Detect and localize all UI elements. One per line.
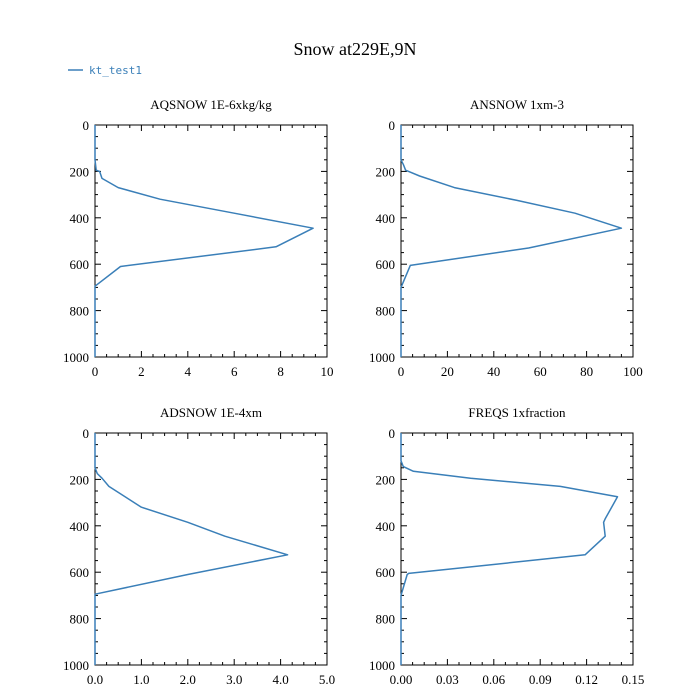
x-tick-label: 6 (231, 364, 238, 379)
x-tick-label: 5.0 (319, 672, 335, 687)
legend: kt_test1 (68, 64, 142, 77)
y-tick-label: 400 (376, 211, 396, 226)
x-tick-label: 4.0 (272, 672, 288, 687)
panel-title: AQSNOW 1E-6xkg/kg (150, 97, 272, 112)
series-line (94, 125, 314, 357)
panel-title: FREQS 1xfraction (468, 405, 566, 420)
y-tick-label: 1000 (63, 658, 89, 673)
series-line (400, 433, 619, 665)
y-tick-label: 0 (83, 118, 90, 133)
y-tick-label: 0 (389, 118, 396, 133)
y-tick-label: 400 (70, 211, 90, 226)
x-tick-label: 60 (534, 364, 547, 379)
y-tick-label: 800 (376, 612, 396, 627)
y-tick-label: 0 (83, 426, 90, 441)
x-tick-label: 0.06 (482, 672, 505, 687)
x-tick-label: 2 (138, 364, 145, 379)
chart-panel: ADSNOW 1E-4xm 0.0 1.0 2.0 3.0 4.0 5.0 0 200 400 60… (63, 405, 335, 687)
y-tick-label: 200 (70, 164, 90, 179)
plot-frame (400, 432, 634, 666)
chart-panel: AQSNOW 1E-6xkg/kg 0 2 4 6 8 10 0 200 400 600 800 100… (63, 97, 334, 379)
x-tick-label: 0.03 (436, 672, 459, 687)
plot-frame (94, 432, 328, 666)
x-tick-label: 8 (277, 364, 284, 379)
x-tick-label: 0.0 (87, 672, 103, 687)
y-tick-label: 600 (376, 257, 396, 272)
y-tick-label: 600 (376, 565, 396, 580)
y-tick-label: 200 (70, 472, 90, 487)
y-tick-label: 400 (376, 519, 396, 534)
y-tick-label: 1000 (369, 658, 395, 673)
x-tick-label: 0.00 (390, 672, 413, 687)
y-tick-label: 600 (70, 565, 90, 580)
x-tick-label: 0 (92, 364, 99, 379)
plot-frame (94, 124, 328, 358)
x-tick-label: 0 (398, 364, 405, 379)
legend-label: kt_test1 (89, 64, 142, 77)
x-tick-label: 0.09 (529, 672, 552, 687)
x-tick-label: 2.0 (180, 672, 196, 687)
x-tick-label: 40 (487, 364, 500, 379)
x-tick-label: 80 (580, 364, 593, 379)
series-line (400, 125, 623, 357)
y-tick-label: 800 (376, 304, 396, 319)
y-tick-label: 1000 (63, 350, 89, 365)
x-tick-label: 20 (441, 364, 454, 379)
x-tick-label: 4 (185, 364, 192, 379)
plot-frame (400, 124, 634, 358)
panels: AQSNOW 1E-6xkg/kg0 2 4 6 8 100200400600800100… (63, 97, 644, 687)
x-tick-label: 10 (321, 364, 334, 379)
chart-panel: FREQS 1xfraction 0.00 0.03 0.06 0.09 0.12 0.15… (369, 405, 644, 687)
y-tick-label: 1000 (369, 350, 395, 365)
chart-panel: ANSNOW 1xm-30 20 40 60 80 1000200400600800100… (369, 97, 643, 379)
y-tick-label: 800 (70, 304, 90, 319)
x-tick-label: 3.0 (226, 672, 242, 687)
x-tick-label: 0.15 (622, 672, 645, 687)
y-tick-label: 800 (70, 612, 90, 627)
y-tick-label: 200 (376, 472, 396, 487)
y-tick-label: 200 (376, 164, 396, 179)
x-tick-label: 1.0 (133, 672, 149, 687)
x-tick-label: 0.12 (575, 672, 598, 687)
panel-title: ADSNOW 1E-4xm (160, 405, 262, 420)
y-tick-label: 400 (70, 519, 90, 534)
y-tick-label: 600 (70, 257, 90, 272)
panel-title: ANSNOW 1xm-3 (470, 97, 564, 112)
figure-title: Snow at229E,9N (294, 39, 417, 59)
series-line (94, 433, 289, 665)
y-tick-label: 0 (389, 426, 396, 441)
x-tick-label: 100 (623, 364, 643, 379)
